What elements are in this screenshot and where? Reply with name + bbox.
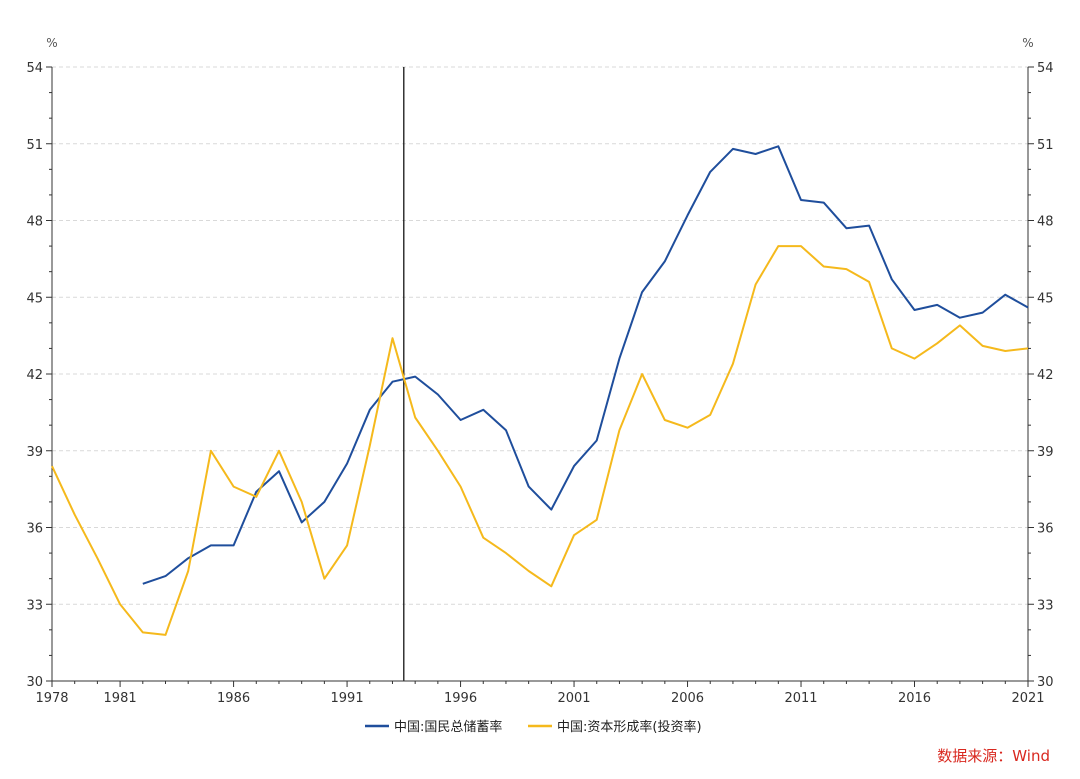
x-tick-label: 2011	[784, 691, 817, 706]
y-right-tick-label: 45	[1037, 291, 1054, 306]
y-axis-right-unit: %	[1022, 36, 1033, 50]
y-right-tick-label: 48	[1037, 215, 1054, 230]
y-left-tick-label: 39	[26, 445, 43, 460]
legend-label-savings: 中国:国民总储蓄率	[394, 719, 502, 735]
y-right-tick-label: 36	[1037, 522, 1054, 537]
legend-item-investment: 中国:资本形成率(投资率)	[528, 719, 702, 735]
y-left-tick-label: 45	[26, 291, 43, 306]
x-tick-label: 2001	[557, 691, 590, 706]
legend-item-savings: 中国:国民总储蓄率	[365, 719, 502, 735]
y-right-tick-label: 39	[1037, 445, 1054, 460]
y-left-tick-label: 42	[26, 368, 43, 383]
y-right-tick-label: 30	[1037, 675, 1054, 690]
y-right-tick-label: 42	[1037, 368, 1054, 383]
gridlines	[52, 66, 1028, 605]
y-left-tick-label: 54	[26, 61, 43, 76]
y-left-tick-label: 30	[26, 675, 43, 690]
series-line-0	[142, 145, 1029, 585]
x-tick-label: 2016	[898, 691, 931, 706]
x-axis-ticks: 1978 1981 1986 1991 1996 2001 2006 2011 2016 2021	[35, 681, 1045, 706]
x-tick-label: 1978	[35, 691, 68, 706]
series-lines	[51, 145, 1029, 636]
y-left-tick-label: 48	[26, 215, 43, 230]
y-axis-left-ticks: 30 33 36 39 42 45 48 51 54	[26, 61, 52, 690]
x-tick-label: 1991	[331, 691, 364, 706]
y-left-tick-label: 36	[26, 522, 43, 537]
x-tick-label: 2006	[671, 691, 704, 706]
legend: 中国:国民总储蓄率 中国:资本形成率(投资率)	[365, 719, 702, 735]
y-left-tick-label: 33	[26, 598, 43, 613]
y-right-tick-label: 54	[1037, 61, 1054, 76]
series-line-1	[51, 245, 1029, 636]
y-axis-right-ticks: 30 33 36 39 42 45 48 51 54	[1028, 61, 1054, 690]
data-source-note: 数据来源：Wind	[937, 747, 1050, 765]
y-right-tick-label: 33	[1037, 598, 1054, 613]
y-axis-left-unit: %	[46, 36, 57, 50]
x-tick-label: 1981	[104, 691, 137, 706]
legend-label-investment: 中国:资本形成率(投资率)	[557, 719, 702, 735]
y-left-tick-label: 51	[26, 138, 43, 153]
y-right-tick-label: 51	[1037, 138, 1054, 153]
x-tick-label: 2021	[1011, 691, 1044, 706]
x-tick-label: 1996	[444, 691, 477, 706]
x-tick-label: 1986	[217, 691, 250, 706]
